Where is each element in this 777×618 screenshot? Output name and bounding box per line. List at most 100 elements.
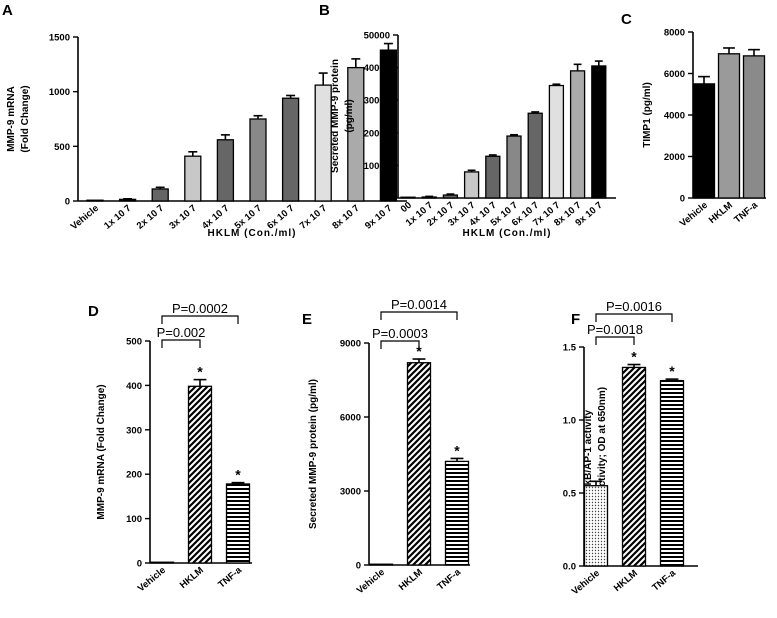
bar [442, 194, 459, 199]
y-tick-label: 9000 [340, 339, 361, 350]
bar [717, 53, 741, 199]
bar [527, 112, 543, 199]
bar [225, 483, 251, 564]
y-tick-label: 0 [680, 194, 685, 205]
bar [485, 155, 501, 199]
comparison-bracket [595, 313, 673, 322]
bar [216, 139, 235, 202]
y-axis-label: MMP-9 mRNA (Fold Change) [96, 384, 107, 519]
y-tick-label: 500 [126, 337, 142, 348]
comparison-bracket [595, 336, 635, 345]
y-axis-label: (pg/ml) [344, 99, 355, 132]
y-tick-label: 40000 [364, 63, 390, 74]
y-tick-label: 1000 [49, 87, 70, 98]
bar [149, 561, 175, 564]
significance-star: * [197, 364, 203, 380]
p-value-label: P=0.0018 [587, 322, 643, 337]
bar [368, 563, 394, 566]
bar [659, 379, 685, 567]
y-axis-label: (Fold Change) [20, 85, 31, 152]
x-tick-label: 1x 10 7 [102, 203, 133, 232]
y-tick-label: 0.5 [563, 489, 577, 500]
bar [742, 55, 766, 199]
y-tick-label: 0 [385, 194, 390, 205]
p-value-label: P=0.0016 [606, 299, 662, 314]
y-tick-label: 30000 [364, 96, 390, 107]
p-value-label: P=0.0002 [172, 301, 228, 316]
bar [444, 460, 470, 566]
panel-d: D 0 100 200 300 400 500 MMP-9 mRNA (Fold Change… [88, 301, 252, 594]
x-axis-label: HKLM (Con./ml) [208, 228, 297, 239]
y-tick-label: 4000 [664, 111, 685, 122]
comparison-bracket [380, 311, 458, 320]
x-tick-label: Vehicle [69, 203, 101, 232]
y-tick-label: 400 [126, 381, 142, 392]
x-tick-label: 8x 10 7 [330, 203, 361, 232]
y-tick-label: 100 [126, 514, 142, 525]
bar [569, 70, 586, 199]
comparison-bracket [161, 315, 239, 324]
x-tick-label: HKLM [612, 568, 640, 594]
x-tick-label: HKLM [707, 200, 735, 226]
bar [591, 65, 607, 199]
bar [249, 118, 267, 202]
y-tick-label: 6000 [340, 413, 361, 424]
y-tick-label: 0 [65, 197, 70, 208]
y-tick-label: 300 [126, 425, 142, 436]
panel-e: E 0 3000 6000 9000 Secreted MMP-9 protein (pg… [302, 297, 470, 596]
y-tick-label: 1500 [49, 33, 70, 44]
y-tick-label: 50000 [364, 31, 390, 42]
y-tick-label: 2000 [664, 152, 685, 163]
y-tick-label: 1.0 [563, 416, 576, 427]
bar [151, 188, 169, 202]
x-tick-label: HKLM [397, 567, 425, 593]
y-axis-label: TIMP1 (pg/ml) [642, 82, 653, 148]
y-tick-label: 200 [126, 470, 142, 481]
bar [692, 83, 716, 199]
p-value-label: P=0.0014 [391, 297, 447, 312]
y-axis-label: Secreted MMP-9 protein [330, 59, 341, 173]
panel-letter: A [2, 2, 13, 19]
y-axis-label: NF-kB/AP-1 activity [583, 409, 594, 502]
bar [187, 385, 213, 564]
y-tick-label: 0 [137, 559, 142, 570]
x-tick-label: 3x 10 7 [167, 203, 198, 232]
y-tick-label: 3000 [340, 487, 361, 498]
significance-star: * [669, 363, 675, 379]
p-value-label: P=0.002 [157, 325, 206, 340]
x-tick-label: TNF-a [216, 564, 244, 590]
bar [506, 135, 522, 199]
y-tick-label: 8000 [664, 28, 685, 39]
x-tick-label: TNF-a [650, 567, 678, 593]
significance-star: * [416, 343, 422, 359]
bar [184, 155, 202, 202]
x-tick-label: 7x 10 7 [298, 203, 329, 232]
bar [347, 66, 365, 202]
y-tick-label: 0.0 [563, 562, 576, 573]
bar [406, 362, 432, 566]
x-tick-label: TNF-a [732, 199, 760, 225]
y-tick-label: 20000 [364, 128, 390, 139]
bar [400, 196, 416, 199]
significance-star: * [631, 349, 637, 365]
y-tick-label: 1.5 [563, 343, 577, 354]
x-tick-label: HKLM [178, 565, 206, 591]
x-axis-label: HKLM (Con./ml) [463, 228, 552, 239]
y-axis-label: (SEAP activity; OD at 650nm) [597, 387, 608, 525]
x-tick-label: 2x 10 7 [135, 203, 166, 232]
bar [621, 366, 647, 567]
x-tick-label: TNF-a [435, 566, 463, 592]
bar [463, 171, 480, 199]
bar [281, 97, 300, 202]
bar [314, 84, 332, 202]
comparison-bracket [380, 340, 420, 350]
panel-letter: D [88, 303, 99, 320]
p-value-label: P=0.0003 [372, 326, 428, 341]
bar [583, 485, 609, 567]
significance-star: * [235, 467, 241, 483]
y-axis-label: MMP-9 mRNA [6, 86, 17, 152]
panel-letter: E [302, 311, 312, 328]
x-tick-label: 9x 10 7 [363, 203, 394, 232]
y-tick-label: 0 [356, 561, 361, 572]
